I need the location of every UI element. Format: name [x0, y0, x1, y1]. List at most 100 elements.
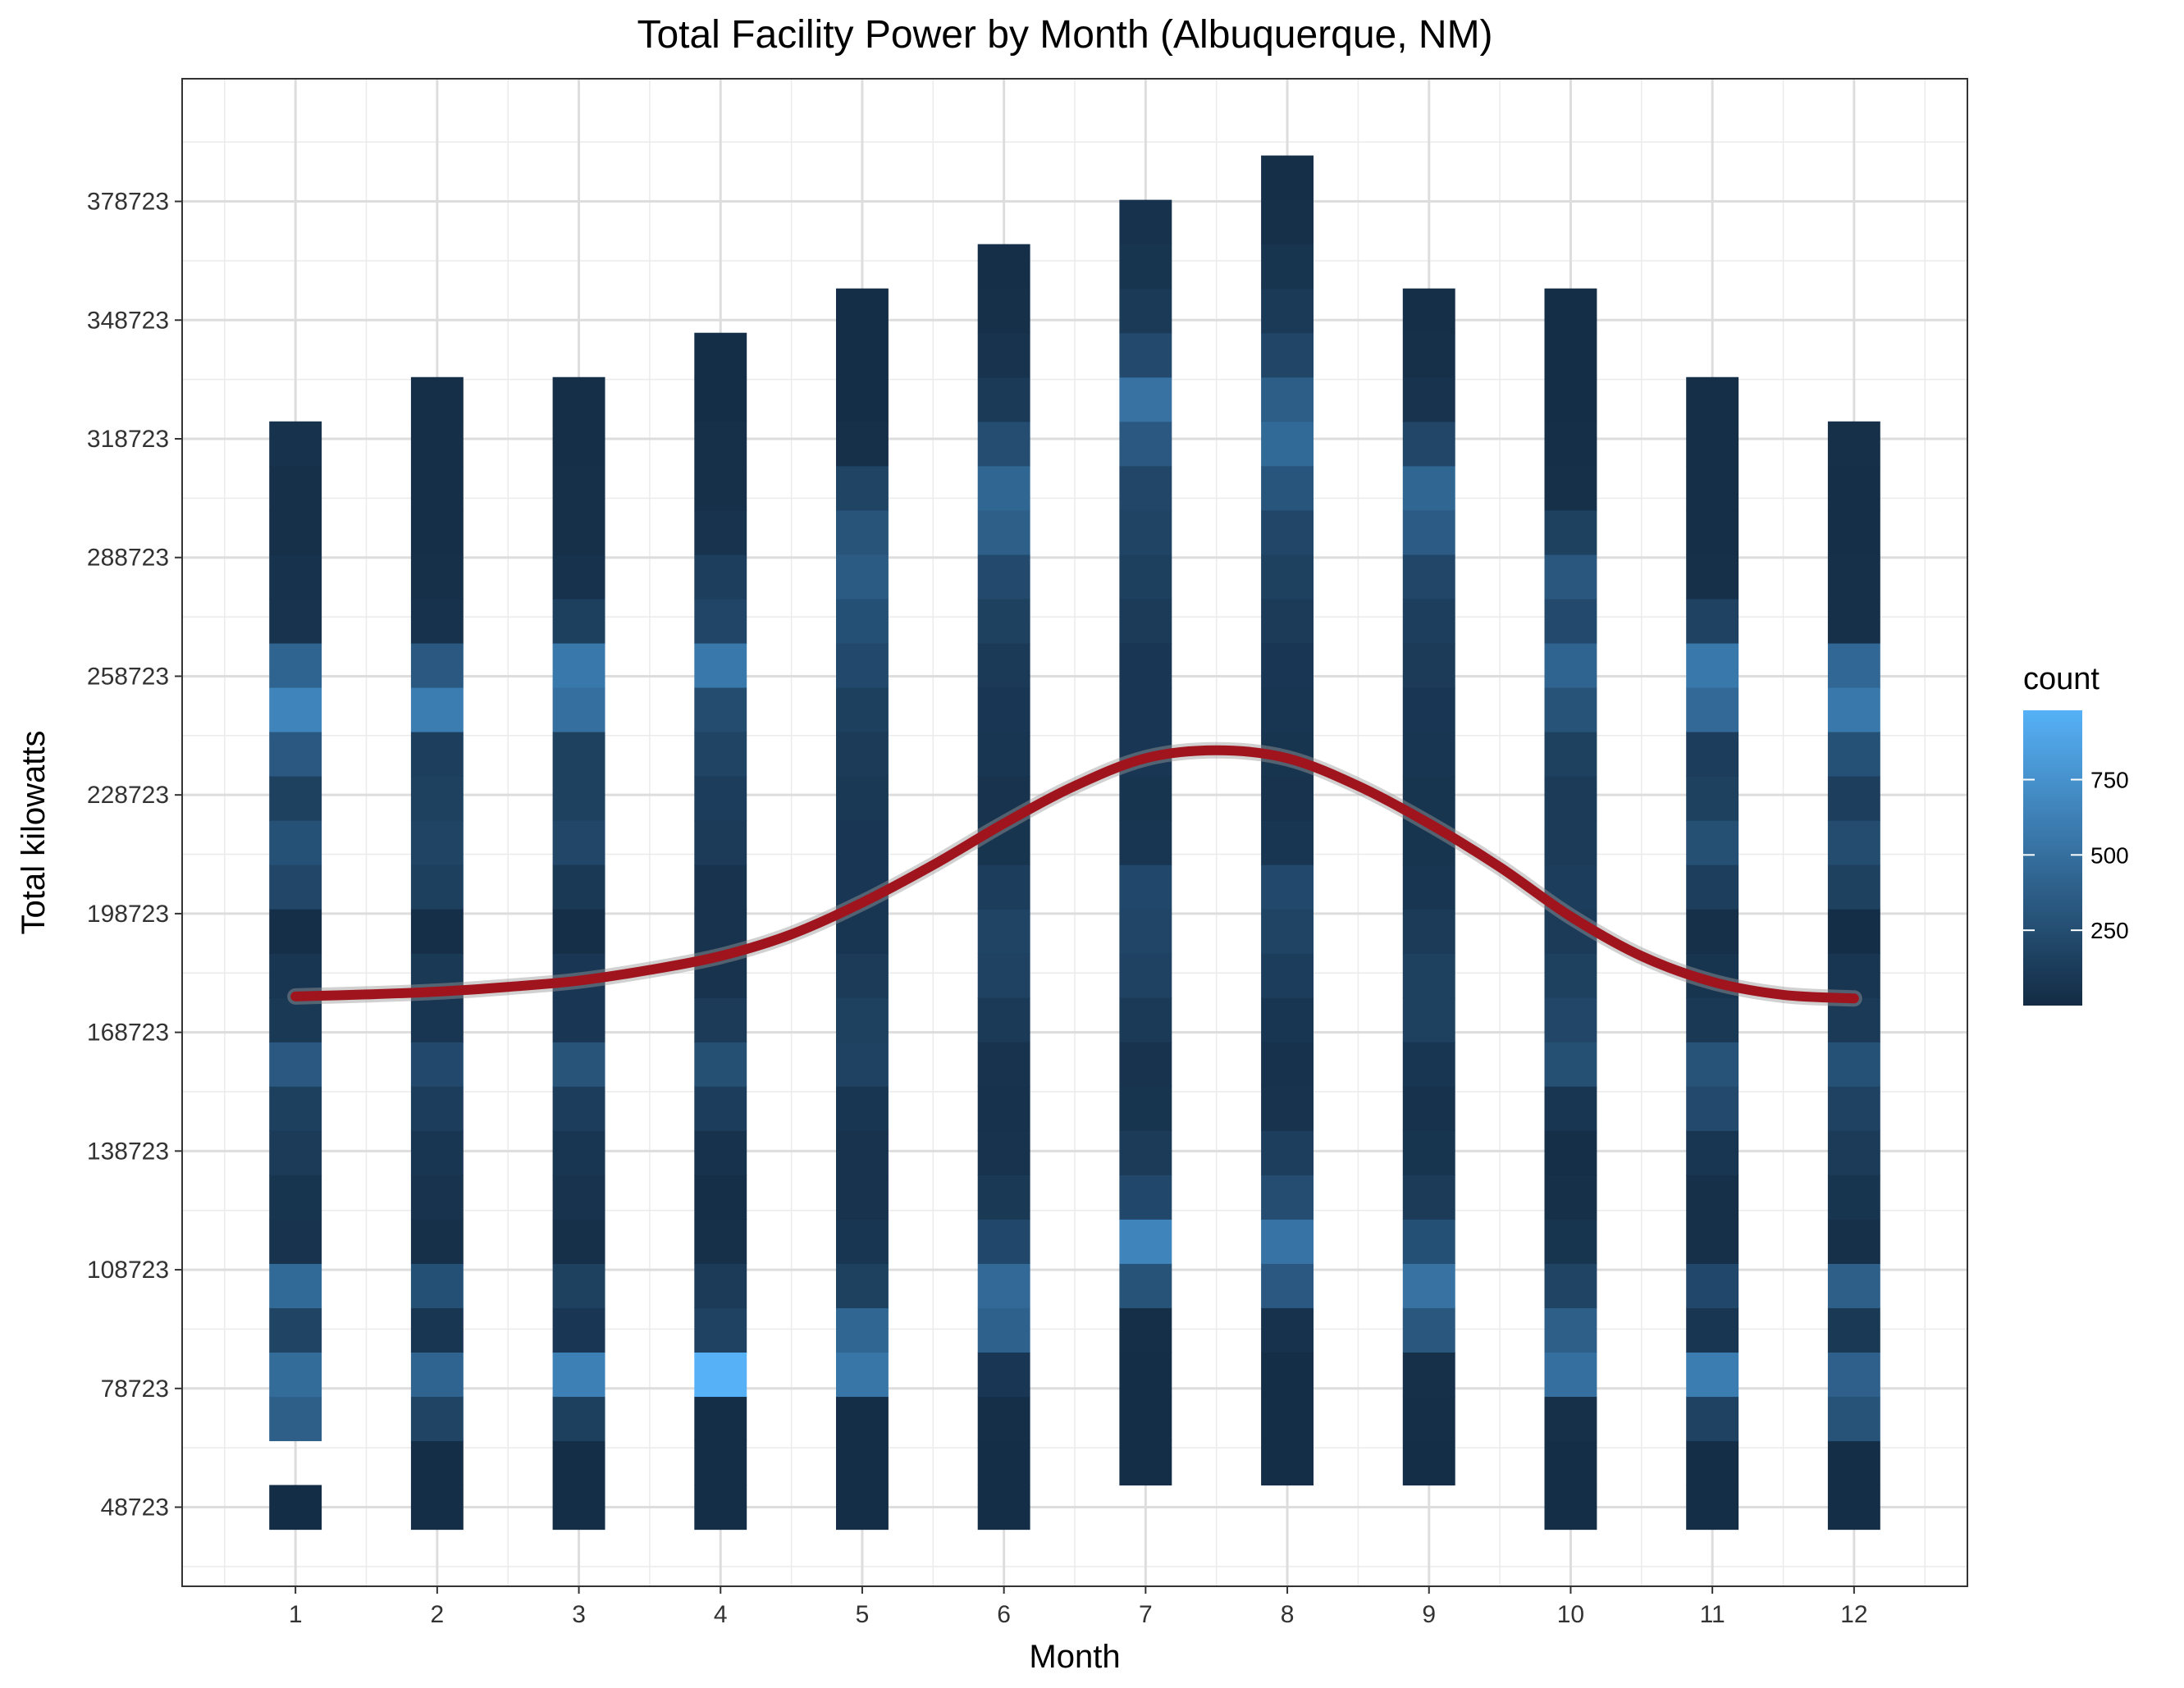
bin-month-10-11 — [1544, 997, 1597, 1042]
bin-month-6-0 — [977, 1485, 1030, 1531]
bin-month-8-28 — [1261, 199, 1314, 245]
bin-month-10-1 — [1544, 1440, 1597, 1486]
bin-month-10-18 — [1544, 687, 1597, 732]
bin-month-8-13 — [1261, 865, 1314, 910]
x-tick-label-9: 9 — [1422, 1601, 1436, 1628]
bin-month-6-18 — [977, 687, 1030, 732]
bin-month-8-10 — [1261, 997, 1314, 1042]
bin-month-1-11 — [269, 953, 322, 998]
x-tick-label-6: 6 — [997, 1601, 1011, 1628]
bin-month-6-3 — [977, 1352, 1030, 1398]
bin-month-8-2 — [1261, 1352, 1314, 1398]
bin-month-2-6 — [410, 1219, 464, 1264]
bin-month-4-0 — [694, 1485, 747, 1531]
bin-month-5-19 — [836, 642, 889, 688]
bin-month-12-11 — [1827, 997, 1880, 1042]
bin-month-6-22 — [977, 509, 1030, 555]
bin-month-3-9 — [552, 1086, 605, 1131]
chart-title: Total Facility Power by Month (Albuquerq… — [637, 13, 1492, 57]
bin-month-9-3 — [1402, 1307, 1455, 1353]
y-tick-label-288723: 288723 — [87, 545, 169, 572]
bin-month-3-13 — [552, 909, 605, 954]
bin-month-11-20 — [1686, 598, 1739, 644]
bin-month-3-2 — [552, 1396, 605, 1442]
bin-month-1-21 — [269, 509, 322, 555]
bin-month-8-20 — [1261, 554, 1314, 600]
bin-month-6-11 — [977, 997, 1030, 1042]
x-tick-label-5: 5 — [856, 1601, 870, 1628]
bin-month-3-3 — [552, 1352, 605, 1398]
bin-month-11-19 — [1686, 642, 1739, 688]
x-tick-label-3: 3 — [572, 1601, 586, 1628]
bin-month-4-8 — [694, 1130, 747, 1175]
bin-month-6-26 — [977, 332, 1030, 378]
bin-month-1-13 — [269, 865, 322, 910]
bin-month-10-8 — [1544, 1130, 1597, 1175]
bin-month-3-21 — [552, 554, 605, 600]
bin-month-9-2 — [1402, 1352, 1455, 1398]
bin-month-11-18 — [1686, 687, 1739, 732]
bin-month-2-2 — [410, 1396, 464, 1442]
bin-month-6-14 — [977, 865, 1030, 910]
bin-month-11-3 — [1686, 1352, 1739, 1398]
bin-month-10-19 — [1544, 642, 1597, 688]
bin-month-7-28 — [1119, 199, 1172, 245]
bin-month-1-10 — [269, 997, 322, 1042]
bin-month-5-6 — [836, 1219, 889, 1264]
bin-month-10-3 — [1544, 1352, 1597, 1398]
bin-month-4-23 — [694, 465, 747, 511]
bin-month-7-11 — [1119, 953, 1172, 998]
bin-month-2-22 — [410, 509, 464, 555]
bin-month-8-27 — [1261, 244, 1314, 290]
bin-month-11-25 — [1686, 376, 1739, 422]
bin-month-7-12 — [1119, 909, 1172, 954]
bin-month-11-6 — [1686, 1219, 1739, 1264]
bin-month-12-12 — [1827, 953, 1880, 998]
bin-month-11-15 — [1686, 820, 1739, 865]
bin-month-5-16 — [836, 776, 889, 821]
bin-month-11-2 — [1686, 1396, 1739, 1442]
bin-month-5-17 — [836, 731, 889, 777]
bin-month-3-7 — [552, 1175, 605, 1220]
bin-month-1-0 — [269, 1485, 322, 1531]
bin-month-7-5 — [1119, 1219, 1172, 1264]
bin-month-9-25 — [1402, 332, 1455, 378]
bin-month-8-8 — [1261, 1086, 1314, 1131]
bin-month-8-21 — [1261, 509, 1314, 555]
bin-month-9-11 — [1402, 953, 1455, 998]
bin-month-5-12 — [836, 953, 889, 998]
bin-month-12-4 — [1827, 1307, 1880, 1353]
bin-month-3-4 — [552, 1307, 605, 1353]
bin-month-10-16 — [1544, 776, 1597, 821]
bin-month-10-10 — [1544, 1042, 1597, 1087]
bin-month-7-14 — [1119, 820, 1172, 865]
bin-month-2-25 — [410, 376, 464, 422]
bin-month-3-11 — [552, 997, 605, 1042]
bin-month-5-3 — [836, 1352, 889, 1398]
bin-month-11-7 — [1686, 1175, 1739, 1220]
bin-month-5-5 — [836, 1263, 889, 1308]
bin-month-8-14 — [1261, 820, 1314, 865]
bin-month-9-12 — [1402, 909, 1455, 954]
bin-month-2-18 — [410, 687, 464, 732]
bin-month-4-25 — [694, 376, 747, 422]
bin-month-8-0 — [1261, 1440, 1314, 1486]
bin-month-3-15 — [552, 820, 605, 865]
x-tick-label-12: 12 — [1840, 1601, 1867, 1628]
bin-month-12-10 — [1827, 1042, 1880, 1087]
bin-month-5-22 — [836, 509, 889, 555]
bin-month-8-17 — [1261, 687, 1314, 732]
bin-month-11-5 — [1686, 1263, 1739, 1308]
bin-month-10-4 — [1544, 1307, 1597, 1353]
bin-month-12-8 — [1827, 1130, 1880, 1175]
x-tick-label-1: 1 — [289, 1601, 303, 1628]
plot-panel-border — [181, 78, 1968, 1587]
bin-month-3-16 — [552, 776, 605, 821]
bin-month-7-26 — [1119, 288, 1172, 334]
bin-month-6-24 — [977, 421, 1030, 467]
bin-month-11-13 — [1686, 909, 1739, 954]
bin-month-6-5 — [977, 1263, 1030, 1308]
bin-month-7-24 — [1119, 376, 1172, 422]
bin-month-4-26 — [694, 332, 747, 378]
legend: count 250 500 750 — [2023, 662, 2129, 1006]
